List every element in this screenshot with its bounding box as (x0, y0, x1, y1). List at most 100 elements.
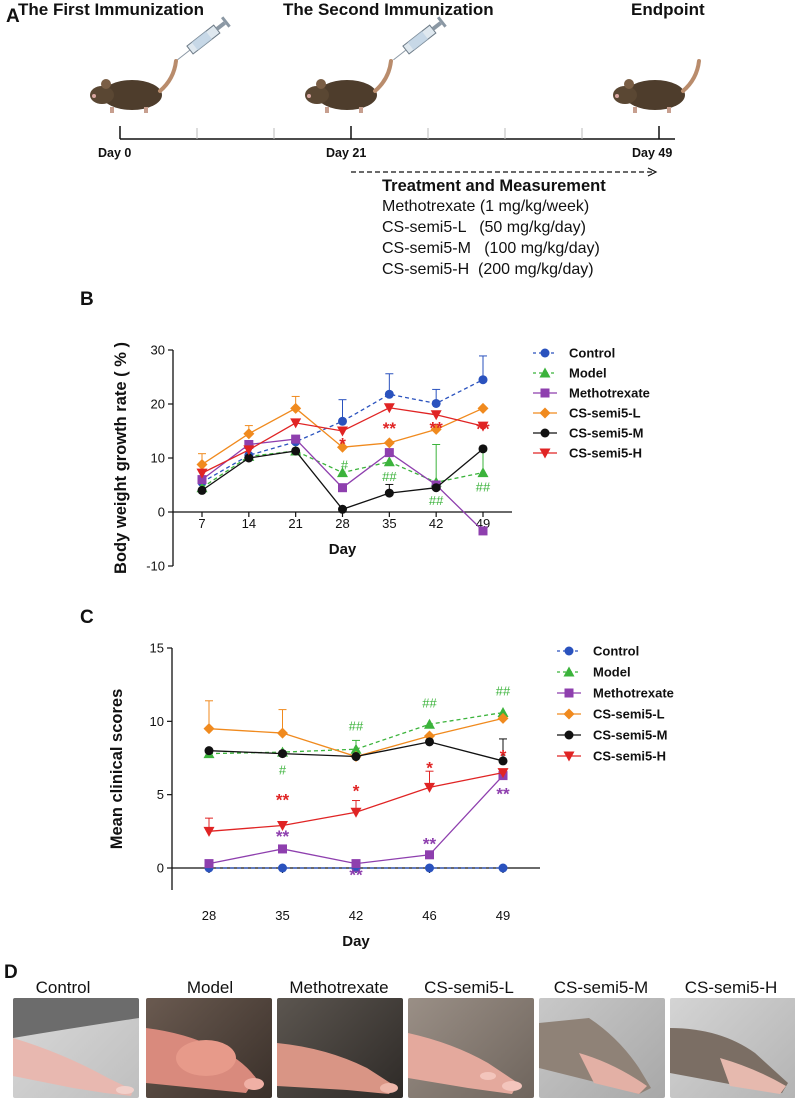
x-tick-label: 49 (496, 908, 510, 923)
endpoint-title: Endpoint (631, 0, 705, 19)
significance-mark: * (500, 747, 507, 766)
series-cs-semi5-m (204, 737, 508, 766)
legend-item-model: Model (557, 665, 631, 680)
legend-item-control: Control (557, 644, 639, 659)
data-point (197, 475, 207, 485)
data-point (431, 398, 441, 408)
data-point (338, 504, 347, 514)
data-point (383, 437, 395, 449)
y-tick-label: 10 (150, 714, 164, 729)
legend-marker (540, 348, 550, 358)
data-point (424, 782, 435, 793)
data-point (351, 752, 361, 762)
data-point (278, 844, 287, 854)
legend-marker (563, 751, 575, 762)
legend-label: Control (593, 644, 639, 659)
significance-mark: ** (276, 791, 290, 810)
photo-label-cs-semi5-m: CS-semi5-M (553, 978, 649, 997)
x-tick-label: 28 (202, 908, 216, 923)
significance-mark: * (339, 435, 346, 454)
data-point (290, 402, 302, 414)
y-axis-title: Body weight growth rate ( % ) (112, 342, 130, 574)
x-tick-label: 14 (242, 516, 256, 531)
data-point (430, 423, 442, 435)
series-cs-semi5-h (203, 768, 509, 837)
significance-mark: ## (476, 480, 491, 495)
first-immunization-title: The First Immunization (18, 0, 205, 19)
y-tick-label: 15 (150, 641, 164, 656)
treatment-line: CS-semi5-H (200 mg/kg/day) (382, 261, 594, 278)
y-tick-label: 5 (157, 787, 164, 802)
day-0-label: Day 0 (98, 146, 132, 160)
data-point (384, 448, 394, 458)
data-point (244, 440, 254, 449)
legend-item-methotrexate: Methotrexate (533, 386, 650, 401)
data-point (244, 453, 254, 463)
significance-mark: ** (476, 419, 490, 438)
y-tick-label: 0 (157, 861, 164, 876)
data-point (351, 859, 361, 869)
clinical-score-chart: 0 5 10 15 28 35 42 46 49 Day Mean clinical scores #… (108, 641, 674, 951)
significance-mark: ** (430, 418, 444, 437)
legend-label: Model (593, 665, 631, 680)
significance-mark: ## (496, 684, 511, 699)
data-point (337, 467, 348, 478)
x-axis-title: Day (329, 541, 357, 558)
series-cs-semi5-l (196, 395, 489, 470)
legend-marker (564, 646, 574, 656)
photo-label-cs-semi5-l: CS-semi5-L (424, 978, 514, 997)
day-49-label: Day 49 (632, 146, 673, 160)
paw-photo-cs-semi5-l (408, 998, 534, 1098)
legend-item-cs-semi5-l: CS-semi5-L (533, 406, 641, 421)
data-point (478, 444, 488, 454)
data-point (197, 485, 207, 495)
legend-item-cs-semi5-m: CS-semi5-M (557, 728, 667, 743)
data-point (278, 863, 287, 873)
legend-label: CS-semi5-H (569, 446, 642, 461)
data-point (497, 707, 509, 718)
legend-label: CS-semi5-L (569, 406, 641, 421)
significance-mark: # (341, 457, 349, 472)
significance-mark: ** (349, 865, 363, 884)
photo-label-methotrexate: Methotrexate (289, 978, 389, 997)
legend-marker (540, 428, 550, 438)
data-point (350, 743, 362, 754)
significance-mark: ** (383, 419, 397, 438)
legend-marker (564, 688, 574, 698)
legend-item-methotrexate: Methotrexate (557, 686, 674, 701)
legend-label: CS-semi5-M (569, 426, 643, 441)
photo-label-cs-semi5-h: CS-semi5-H (684, 978, 778, 997)
legend-item-cs-semi5-h: CS-semi5-H (557, 749, 666, 764)
x-tick-label: 28 (335, 516, 349, 531)
data-point (498, 756, 508, 766)
y-tick-label: 20 (151, 397, 165, 412)
x-tick-label: 35 (275, 908, 289, 923)
treatment-heading: Treatment and Measurement (382, 177, 606, 195)
data-point (337, 441, 348, 453)
data-point (243, 428, 255, 440)
data-point (425, 863, 434, 873)
paw-photo-model (146, 998, 272, 1098)
data-point (291, 446, 301, 456)
mouse-icon (613, 59, 701, 113)
data-point (278, 749, 287, 759)
x-tick-label: 7 (198, 516, 205, 531)
data-point (477, 467, 489, 478)
legend-label: CS-semi5-L (593, 707, 665, 722)
data-point (478, 375, 488, 385)
legend-marker (539, 407, 551, 419)
legend-label: Model (569, 366, 607, 381)
significance-mark: * (426, 758, 433, 777)
x-tick-label: 42 (429, 516, 443, 531)
data-point (350, 807, 362, 818)
panel-a-letter: A (6, 6, 20, 27)
treatment-line: CS-semi5-L (50 mg/kg/day) (382, 219, 586, 236)
syringe-icon (393, 16, 447, 61)
data-point (424, 718, 435, 729)
data-point (291, 434, 301, 444)
paw-photo-cs-semi5-m (539, 998, 665, 1098)
data-point (477, 402, 489, 414)
photo-label-model: Model (186, 978, 234, 997)
data-point (383, 456, 395, 467)
